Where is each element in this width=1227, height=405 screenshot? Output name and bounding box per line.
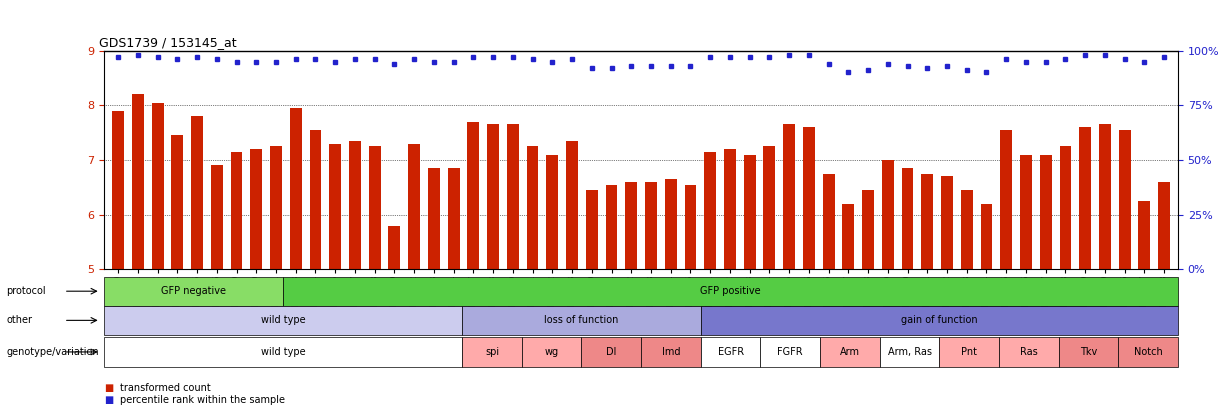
Bar: [921, 174, 934, 269]
Bar: [843, 204, 854, 269]
Bar: [665, 179, 676, 269]
Bar: [1139, 201, 1150, 269]
Bar: [112, 111, 124, 269]
Text: wild type: wild type: [261, 347, 306, 357]
Bar: [487, 124, 499, 269]
Bar: [467, 122, 480, 269]
Text: ■: ■: [104, 395, 114, 405]
Text: GFP negative: GFP negative: [161, 286, 226, 296]
Text: loss of function: loss of function: [545, 315, 618, 325]
Bar: [428, 168, 439, 269]
Bar: [329, 144, 341, 269]
Bar: [822, 174, 834, 269]
Text: percentile rank within the sample: percentile rank within the sample: [120, 395, 285, 405]
Bar: [783, 124, 795, 269]
Text: GFP positive: GFP positive: [701, 286, 761, 296]
Text: Ras: Ras: [1020, 347, 1038, 357]
Bar: [133, 94, 144, 269]
Text: GDS1739 / 153145_at: GDS1739 / 153145_at: [99, 36, 237, 49]
Bar: [211, 165, 223, 269]
Bar: [744, 154, 756, 269]
Text: ■: ■: [104, 383, 114, 393]
Bar: [231, 152, 243, 269]
Text: Arm, Ras: Arm, Ras: [887, 347, 931, 357]
Bar: [250, 149, 263, 269]
Bar: [409, 144, 420, 269]
Bar: [546, 154, 558, 269]
Bar: [270, 146, 282, 269]
Bar: [645, 182, 656, 269]
Bar: [1080, 127, 1091, 269]
Bar: [585, 190, 598, 269]
Bar: [507, 124, 519, 269]
Text: gain of function: gain of function: [901, 315, 978, 325]
Text: genotype/variation: genotype/variation: [6, 347, 98, 357]
Text: Tkv: Tkv: [1080, 347, 1097, 357]
Bar: [863, 190, 874, 269]
Bar: [1020, 154, 1032, 269]
Bar: [369, 146, 380, 269]
Text: transformed count: transformed count: [120, 383, 211, 393]
Bar: [448, 168, 460, 269]
Bar: [172, 135, 183, 269]
Bar: [290, 108, 302, 269]
Bar: [152, 102, 163, 269]
Bar: [1000, 130, 1012, 269]
Text: Dl: Dl: [606, 347, 616, 357]
Text: Notch: Notch: [1134, 347, 1162, 357]
Bar: [566, 141, 578, 269]
Bar: [389, 226, 400, 269]
Bar: [902, 168, 913, 269]
Text: other: other: [6, 315, 32, 325]
Bar: [1059, 146, 1071, 269]
Bar: [802, 127, 815, 269]
Bar: [1039, 154, 1052, 269]
Text: Pnt: Pnt: [961, 347, 977, 357]
Bar: [704, 152, 717, 269]
Bar: [606, 185, 617, 269]
Bar: [882, 160, 893, 269]
Bar: [724, 149, 736, 269]
Bar: [763, 146, 775, 269]
Bar: [941, 177, 953, 269]
Text: EGFR: EGFR: [718, 347, 744, 357]
Text: spi: spi: [485, 347, 499, 357]
Text: wg: wg: [545, 347, 558, 357]
Bar: [1119, 130, 1130, 269]
Bar: [961, 190, 973, 269]
Bar: [348, 141, 361, 269]
Bar: [1099, 124, 1110, 269]
Bar: [1158, 182, 1171, 269]
Text: Arm: Arm: [839, 347, 860, 357]
Text: protocol: protocol: [6, 286, 45, 296]
Bar: [526, 146, 539, 269]
Text: wild type: wild type: [261, 315, 306, 325]
Text: FGFR: FGFR: [778, 347, 802, 357]
Bar: [191, 116, 202, 269]
Bar: [309, 130, 321, 269]
Bar: [980, 204, 993, 269]
Bar: [626, 182, 637, 269]
Bar: [685, 185, 697, 269]
Text: Imd: Imd: [661, 347, 680, 357]
